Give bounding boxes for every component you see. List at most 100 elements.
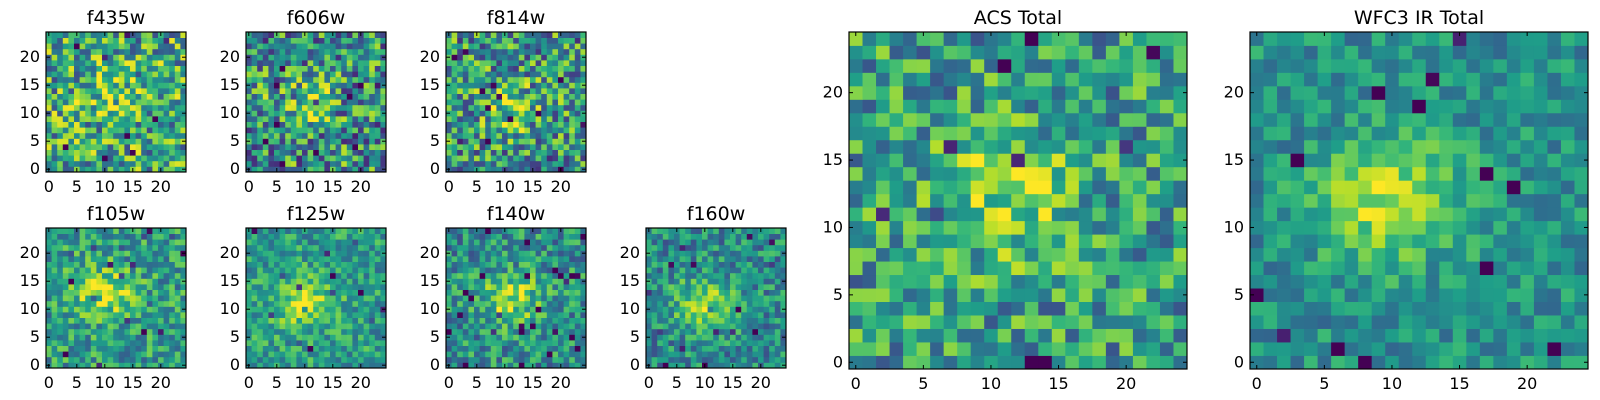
heatmap-cell [530, 121, 536, 128]
heatmap-cell [679, 312, 686, 318]
heatmap-cell [302, 82, 308, 89]
heatmap-cell [646, 244, 652, 251]
heatmap-cell [62, 82, 69, 89]
heatmap-cell [307, 334, 314, 341]
heatmap-cell [158, 317, 164, 324]
heatmap-cell [1065, 193, 1080, 208]
heatmap-cell [380, 228, 387, 234]
heatmap-cell [358, 233, 364, 240]
heatmap-cell [502, 351, 508, 358]
heatmap-cell [107, 149, 114, 156]
heatmap-cell [74, 138, 80, 145]
heatmap-cell [374, 65, 381, 72]
heatmap-cell [380, 32, 387, 38]
heatmap-cell [1078, 193, 1093, 208]
heatmap-cell [457, 54, 464, 61]
heatmap-cell [135, 144, 142, 150]
heatmap-cell [479, 65, 486, 72]
heatmap-cell [541, 121, 548, 128]
heatmap-cell [518, 278, 525, 285]
y-tick-label: 0 [30, 355, 40, 374]
heatmap-cell [746, 317, 753, 324]
heatmap-cell [1011, 166, 1026, 181]
heatmap-cell [490, 48, 497, 55]
heatmap-cell [1065, 247, 1080, 262]
heatmap-cell [46, 121, 52, 128]
heatmap-cell [169, 345, 176, 352]
heatmap-cell [96, 37, 103, 44]
heatmap-cell [646, 351, 652, 358]
heatmap-cell [496, 138, 503, 145]
heatmap-cell [546, 132, 553, 139]
heatmap-cell [302, 351, 308, 358]
heatmap-cell [313, 54, 320, 61]
heatmap-cell [113, 93, 120, 100]
heatmap-cell [313, 250, 320, 257]
heatmap-cell [490, 155, 497, 162]
heatmap-cell [313, 289, 320, 296]
heatmap-cell [51, 312, 58, 318]
heatmap-cell [135, 110, 142, 117]
heatmap-cell [302, 71, 308, 78]
heatmap-cell [462, 356, 469, 363]
heatmap-cell [518, 82, 525, 89]
heatmap-cell [758, 244, 764, 251]
heatmap-cell [490, 306, 497, 313]
heatmap-cell [152, 166, 159, 173]
heatmap-cell [530, 244, 536, 251]
heatmap-cell [335, 317, 342, 324]
heatmap-cell [380, 71, 387, 78]
heatmap-cell [668, 261, 675, 268]
heatmap-cell [358, 71, 364, 78]
heatmap-cell [769, 323, 776, 330]
heatmap-cell [141, 340, 148, 346]
heatmap-cell [152, 54, 159, 61]
heatmap-cell [302, 233, 308, 240]
heatmap-cell [135, 323, 142, 330]
heatmap-cell [763, 289, 770, 296]
heatmap-cell [279, 138, 286, 145]
heatmap-cell [90, 99, 97, 106]
heatmap-cell [158, 116, 164, 122]
heatmap-cell [335, 351, 342, 358]
heatmap-cell [363, 272, 370, 279]
heatmap-cell [496, 127, 503, 134]
heatmap-cell [113, 144, 120, 150]
heatmap-cell [68, 244, 75, 251]
heatmap-cell [1159, 261, 1174, 276]
heatmap-cell [741, 345, 748, 352]
heatmap-cell [558, 65, 564, 72]
heatmap-cell [741, 300, 748, 307]
heatmap-cell [707, 244, 714, 251]
heatmap-cell [774, 272, 781, 279]
heatmap-cell [102, 43, 108, 50]
heatmap-cell [735, 272, 742, 279]
heatmap-cell [541, 278, 548, 285]
heatmap-cell [130, 340, 136, 346]
heatmap-cell [524, 155, 531, 162]
heatmap-cell [380, 149, 387, 156]
heatmap-cell [279, 272, 286, 279]
heatmap-cell [335, 60, 342, 66]
heatmap-cell [646, 256, 652, 262]
heatmap-cell [51, 60, 58, 66]
heatmap-cell [1051, 247, 1066, 262]
heatmap-cell [530, 345, 536, 352]
heatmap-cell [502, 272, 508, 279]
heatmap-cell [662, 345, 669, 352]
heatmap-cell [518, 356, 525, 363]
heatmap-cell [124, 328, 131, 335]
heatmap-cell [279, 362, 286, 369]
heatmap-cell [518, 93, 525, 100]
heatmap-cell [374, 60, 381, 66]
heatmap-cell [490, 60, 497, 66]
heatmap-cell [68, 233, 75, 240]
x-tick-label: 20 [551, 177, 571, 196]
heatmap-cell [363, 244, 370, 251]
heatmap-cell [718, 300, 725, 307]
heatmap-cell [118, 132, 125, 139]
heatmap-cell [363, 138, 370, 145]
heatmap-cell [163, 71, 170, 78]
heatmap-cell [257, 239, 264, 246]
heatmap-cell [152, 317, 159, 324]
